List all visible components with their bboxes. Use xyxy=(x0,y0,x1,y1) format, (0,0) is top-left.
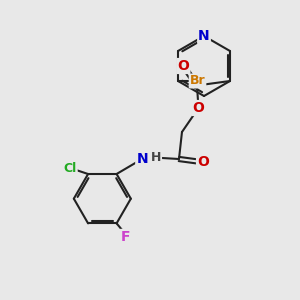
Text: H: H xyxy=(151,151,161,164)
Text: Cl: Cl xyxy=(64,161,77,175)
Text: N: N xyxy=(198,29,210,43)
Text: F: F xyxy=(121,230,130,244)
Text: Br: Br xyxy=(190,74,205,88)
Text: O: O xyxy=(193,101,204,115)
Text: O: O xyxy=(178,59,189,73)
Text: O: O xyxy=(197,155,209,169)
Text: N: N xyxy=(136,152,148,166)
